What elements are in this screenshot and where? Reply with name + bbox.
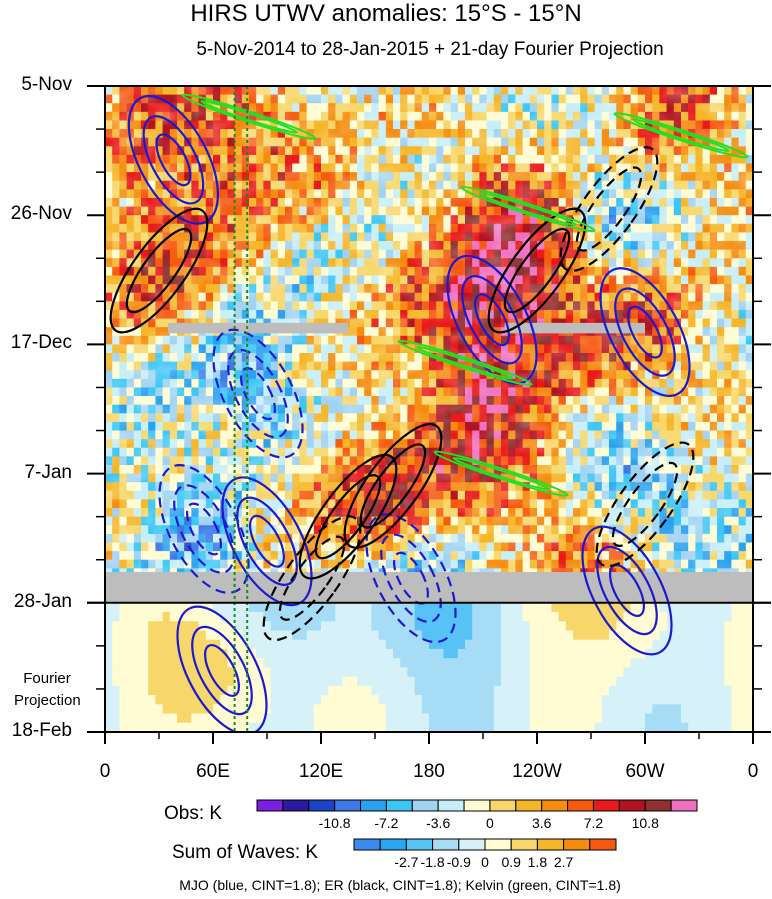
chart-title: HIRS UTWV anomalies: 15°S - 15°N: [190, 0, 582, 27]
hovmoller-plot-area: [105, 86, 753, 732]
chart-subtitle: 5-Nov-2014 to 28-Jan-2015 + 21-day Fouri…: [196, 39, 664, 60]
